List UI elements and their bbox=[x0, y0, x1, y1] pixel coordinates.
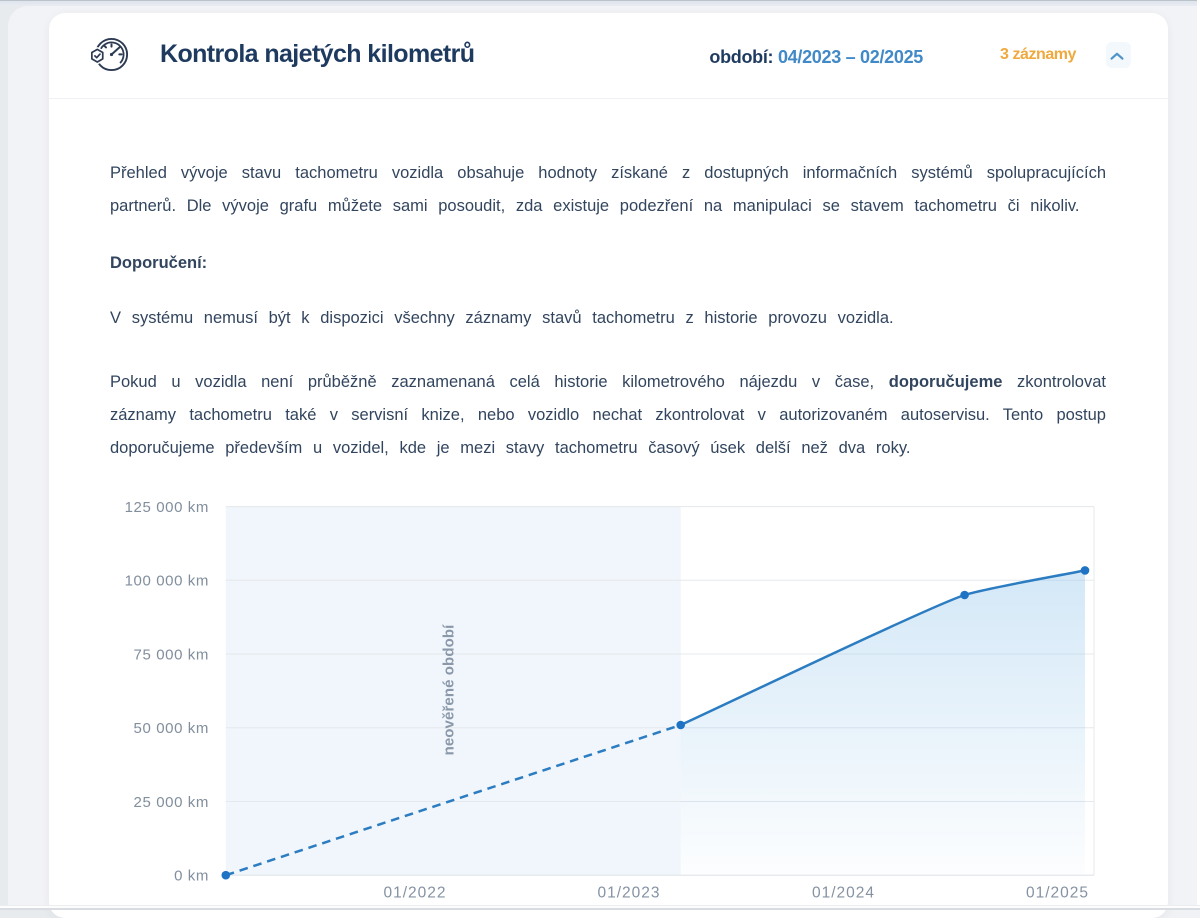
svg-text:100 000 km: 100 000 km bbox=[125, 573, 209, 590]
svg-text:01/2023: 01/2023 bbox=[597, 885, 660, 902]
svg-text:01/2024: 01/2024 bbox=[812, 885, 875, 902]
svg-text:01/2022: 01/2022 bbox=[383, 885, 446, 902]
svg-text:125 000 km: 125 000 km bbox=[125, 499, 209, 516]
svg-text:0 km: 0 km bbox=[174, 868, 209, 885]
svg-text:50 000 km: 50 000 km bbox=[134, 720, 209, 737]
svg-text:75 000 km: 75 000 km bbox=[134, 646, 209, 663]
svg-text:neověřené období: neověřené období bbox=[441, 624, 458, 756]
svg-text:01/2025: 01/2025 bbox=[1026, 885, 1089, 902]
svg-text:25 000 km: 25 000 km bbox=[134, 794, 209, 811]
